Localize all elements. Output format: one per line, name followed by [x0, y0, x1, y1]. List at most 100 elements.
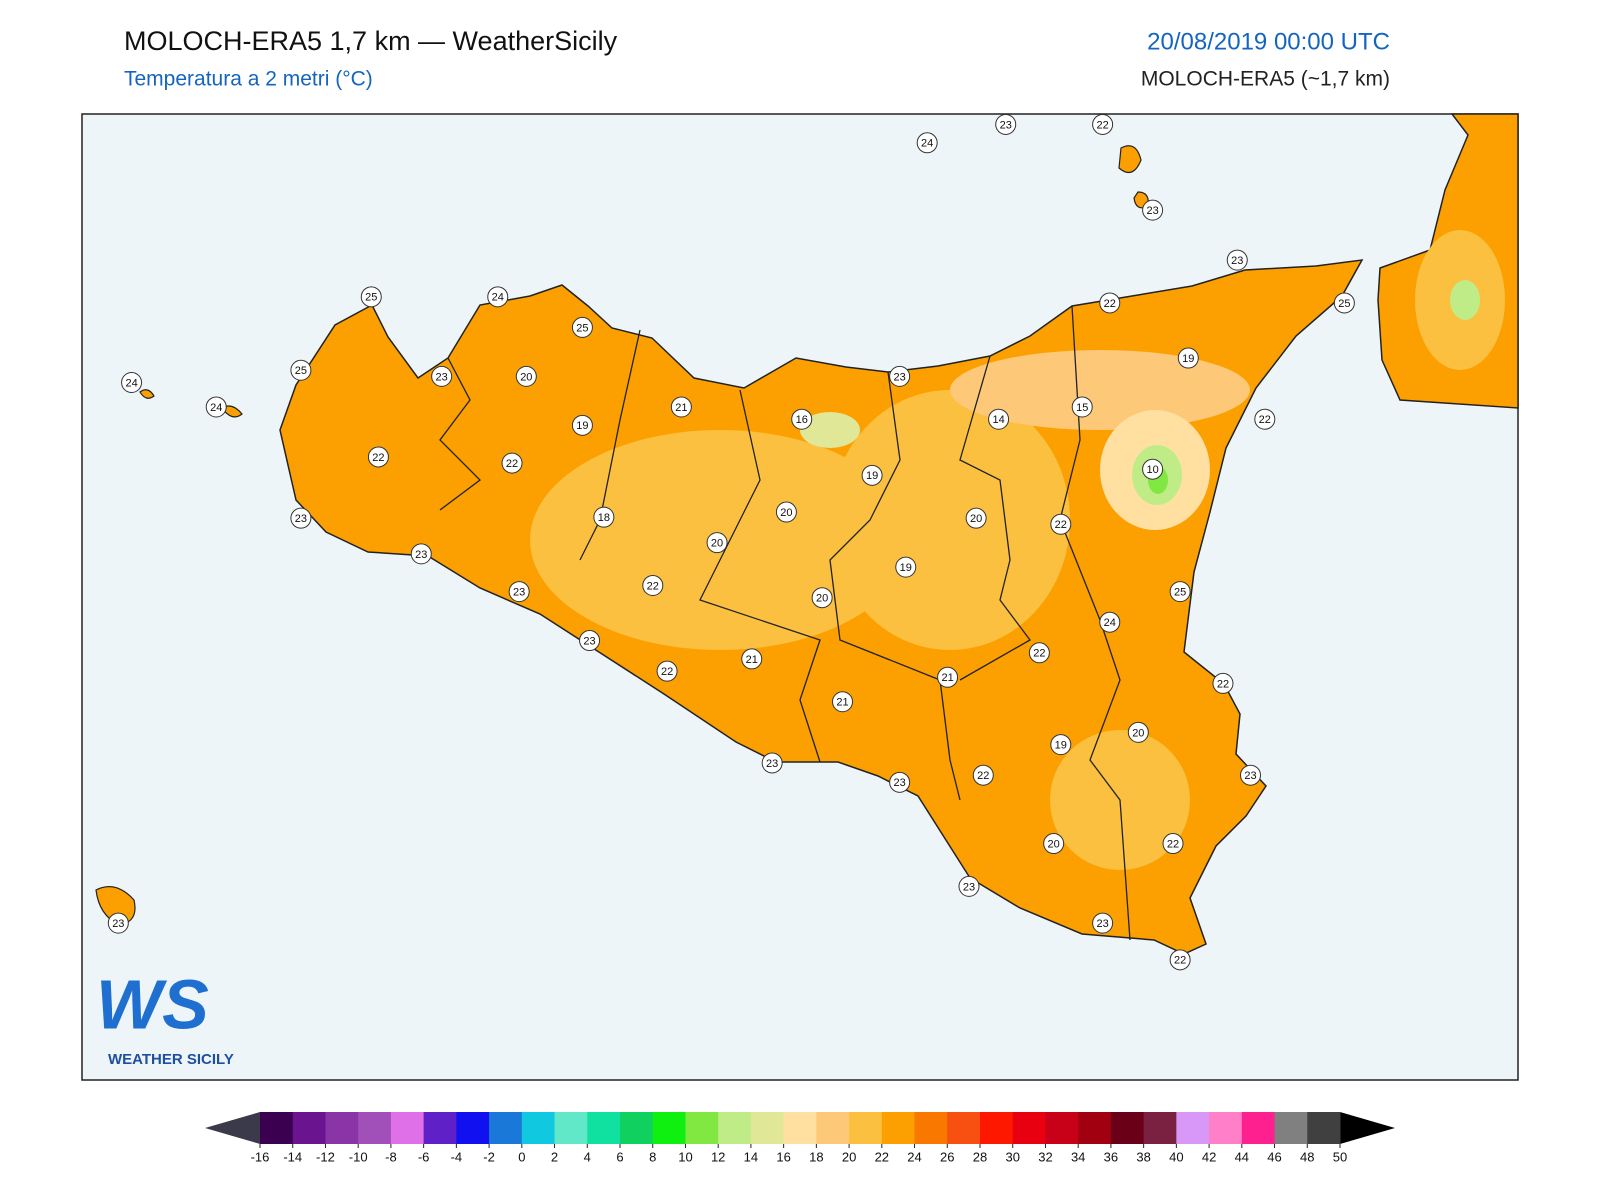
station-value: 23 [513, 587, 525, 599]
colorbar-segment [849, 1112, 883, 1144]
station-value: 18 [598, 512, 610, 524]
station-value: 24 [125, 377, 137, 389]
station-value: 20 [1132, 727, 1144, 739]
colorbar-tick-label: 32 [1038, 1149, 1052, 1164]
station-value: 24 [921, 138, 933, 150]
logo-name: WEATHER SICILY [108, 1051, 234, 1068]
station-value: 20 [1048, 838, 1060, 850]
station-marker [290, 507, 312, 529]
colorbar-segment [750, 1112, 785, 1144]
station-value: 14 [992, 414, 1004, 426]
colorbar-tick-label: 8 [649, 1149, 656, 1164]
station-value: 25 [365, 292, 377, 304]
colorbar-tick-label: 46 [1267, 1149, 1281, 1164]
station-value: 23 [894, 777, 906, 789]
colorbar-tick-label: 14 [744, 1149, 758, 1164]
colorbar-segment [587, 1112, 621, 1144]
station-marker [1099, 292, 1121, 314]
station-value: 22 [647, 580, 659, 592]
colorbar-segment [521, 1112, 556, 1144]
colorbar-segment [1209, 1112, 1243, 1144]
colorbar-tick-label: 20 [842, 1149, 856, 1164]
station-marker [1142, 458, 1164, 480]
colorbar: -16 -14 -12 -10 -8 -6 -4 -2 0 2 4 6 8 10 12 14 16 18 20 22 2… [205, 1112, 1395, 1164]
colorbar-segment [1143, 1112, 1177, 1144]
colorbar-tick-label: 6 [616, 1149, 623, 1164]
station-marker [741, 648, 763, 670]
model-label: MOLOCH-ERA5 (~1,7 km) [1141, 68, 1390, 91]
station-marker [571, 414, 593, 436]
colorbar-tick-label: 50 [1333, 1149, 1347, 1164]
colorbar-segment [1012, 1112, 1046, 1144]
station-value: 22 [1174, 955, 1186, 967]
colorbar-tick-label: 40 [1169, 1149, 1183, 1164]
station-marker [775, 501, 797, 523]
station-value: 22 [1259, 414, 1271, 426]
colorbar-segment [489, 1112, 523, 1144]
station-marker [1333, 292, 1355, 314]
station-marker [515, 365, 537, 387]
province-borders [439, 305, 1131, 941]
station-value: 21 [675, 402, 687, 414]
station-marker [916, 132, 938, 154]
station-value: 24 [492, 292, 504, 304]
station-marker [1043, 833, 1065, 855]
station-marker [501, 452, 523, 474]
colorbar-tick-label: 26 [940, 1149, 954, 1164]
station-marker [1092, 113, 1114, 135]
station-value: 24 [210, 402, 222, 414]
temp-zone [830, 390, 1070, 650]
colorbar-segment [1176, 1112, 1210, 1144]
station-value: 23 [1231, 255, 1243, 267]
station-value: 23 [112, 918, 124, 930]
station-marker [832, 691, 854, 713]
colorbar-segment [816, 1112, 850, 1144]
station-marker [1254, 408, 1276, 430]
station-marker [1240, 764, 1262, 786]
station-value: 19 [1055, 740, 1067, 752]
colorbar-tick-label: 28 [973, 1149, 987, 1164]
colorbar-segment [456, 1112, 490, 1144]
station-value: 23 [436, 371, 448, 383]
station-value: 22 [372, 452, 384, 464]
station-marker [972, 764, 994, 786]
station-value: 23 [1096, 918, 1108, 930]
station-marker [937, 666, 959, 688]
station-marker [410, 543, 432, 565]
station-marker [995, 113, 1017, 135]
colorbar-tick-label: 18 [809, 1149, 823, 1164]
station-value: 19 [1182, 353, 1194, 365]
colorbar-segment [1307, 1112, 1341, 1144]
station-marker [706, 532, 728, 554]
station-value: 22 [1217, 678, 1229, 690]
colorbar-tick-label: 44 [1235, 1149, 1249, 1164]
station-marker [811, 587, 833, 609]
logo-mark: WS [96, 965, 209, 1043]
station-value: 25 [1338, 298, 1350, 310]
temp-zone [1450, 280, 1480, 320]
colorbar-segment [1241, 1112, 1276, 1144]
station-value: 22 [977, 770, 989, 782]
station-marker [1212, 672, 1234, 694]
station-value: 20 [970, 513, 982, 525]
colorbar-segment [1045, 1112, 1079, 1144]
colorbar-segment [718, 1112, 752, 1144]
station-value: 15 [1076, 402, 1088, 414]
station-value: 25 [576, 322, 588, 334]
station-value: 23 [1146, 205, 1158, 217]
colorbar-segment [1110, 1112, 1145, 1144]
station-marker [761, 752, 783, 774]
colorbar-segment [358, 1112, 392, 1144]
colorbar-extend-high [1340, 1112, 1395, 1144]
station-value: 22 [1104, 298, 1116, 310]
station-value: 20 [780, 507, 792, 519]
station-marker [431, 365, 453, 387]
station-value: 25 [295, 365, 307, 377]
station-value: 19 [866, 470, 878, 482]
station-marker [642, 574, 664, 596]
colorbar-segment [620, 1112, 654, 1144]
station-value: 19 [900, 562, 912, 574]
station-marker [1169, 949, 1191, 971]
station-value: 23 [766, 758, 778, 770]
station-value: 25 [1174, 587, 1186, 599]
